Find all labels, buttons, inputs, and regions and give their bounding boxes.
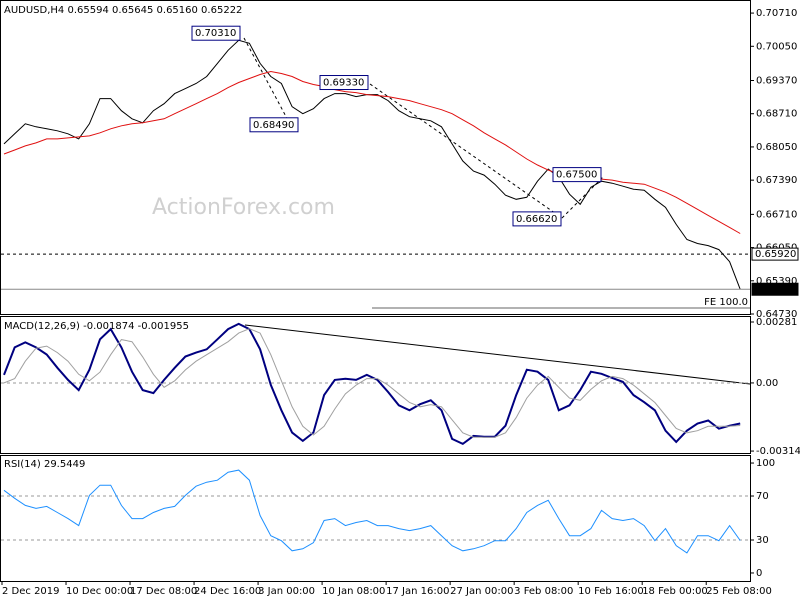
x-tick-label: 25 Feb 08:00 xyxy=(706,586,772,597)
annotation-box xyxy=(191,25,241,41)
y-tick-label: 0.68050 xyxy=(756,142,797,153)
y-tick-label: 0.00281 xyxy=(756,317,797,328)
level-box xyxy=(751,247,799,261)
annotation-box xyxy=(552,167,602,183)
x-tick-label: 17 Jan 16:00 xyxy=(386,586,449,597)
x-tick-label: 27 Jan 00:00 xyxy=(450,586,513,597)
y-tick-label: 0.65390 xyxy=(756,276,797,287)
trend-line xyxy=(243,37,291,125)
x-tick-label: 3 Feb 08:00 xyxy=(514,586,573,597)
annotation-box xyxy=(249,117,299,133)
level-label: 0.65222 xyxy=(755,284,796,295)
series-line xyxy=(3,70,741,234)
annotation-label: 0.66620 xyxy=(516,214,557,225)
y-tick-label: 0.70710 xyxy=(756,8,797,19)
y-tick-label: 0.66710 xyxy=(756,209,797,220)
price-panel xyxy=(0,0,751,315)
annotation-box xyxy=(512,211,562,227)
level-box xyxy=(751,282,799,296)
macd-trend-line xyxy=(244,324,751,385)
x-tick-label: 17 Dec 08:00 xyxy=(130,586,197,597)
annotation-label: 0.67500 xyxy=(556,170,597,181)
series-line xyxy=(3,469,741,554)
annotation-label: 0.69330 xyxy=(323,78,364,89)
y-tick-label: 0.69370 xyxy=(756,76,797,87)
y-tick-label: 0.68710 xyxy=(756,109,797,120)
rsi-title: RSI(14) 29.5449 xyxy=(4,459,85,470)
annotation-box xyxy=(319,75,369,91)
y-tick-label: 0 xyxy=(756,568,762,579)
macd-panel xyxy=(0,316,751,454)
chart-title: AUDUSD,H4 0.65594 0.65645 0.65160 0.6522… xyxy=(4,5,242,16)
y-tick-label: 70 xyxy=(756,491,769,502)
y-tick-label: 0.70050 xyxy=(756,41,797,52)
x-tick-label: 2 Dec 2019 xyxy=(2,586,60,597)
y-tick-label: 30 xyxy=(756,535,769,546)
x-tick-label: 10 Jan 08:00 xyxy=(322,586,385,597)
watermark: ActionForex.com xyxy=(152,195,335,220)
series-line xyxy=(3,328,741,438)
fe-label: FE 100.0 xyxy=(704,297,748,308)
y-tick-label: 0.64730 xyxy=(756,309,797,320)
panels xyxy=(0,0,751,582)
x-tick-label: 10 Dec 00:00 xyxy=(66,586,133,597)
series-line xyxy=(3,322,741,446)
x-tick-label: 3 Jan 00:00 xyxy=(258,586,315,597)
level-label: 0.65920 xyxy=(755,249,796,260)
x-tick-label: 10 Feb 16:00 xyxy=(578,586,644,597)
x-tick-label: 18 Feb 00:00 xyxy=(642,586,708,597)
annotation-label: 0.68490 xyxy=(253,120,294,131)
trend-line xyxy=(561,175,605,219)
rsi-panel xyxy=(0,455,751,582)
y-tick-label: 0.00 xyxy=(756,378,778,389)
y-tick-label: 0.67390 xyxy=(756,175,797,186)
annotation-label: 0.70310 xyxy=(195,28,236,39)
x-tick-label: 24 Dec 16:00 xyxy=(194,586,261,597)
y-tick-label: 100 xyxy=(756,458,775,469)
macd-title: MACD(12,26,9) -0.001874 -0.001955 xyxy=(4,321,189,332)
